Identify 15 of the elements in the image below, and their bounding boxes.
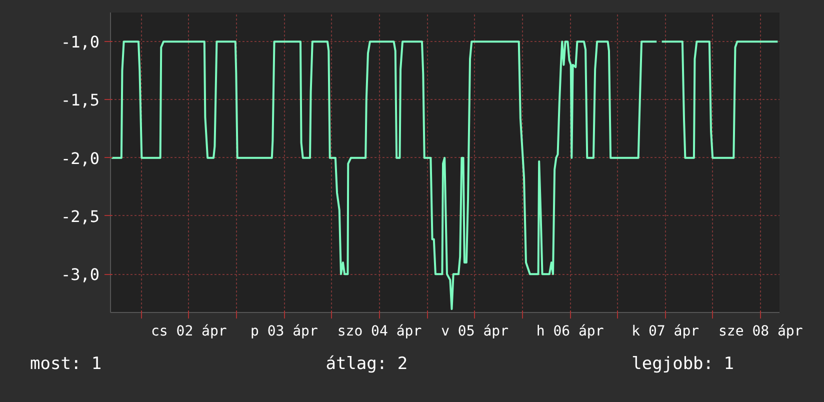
y-tick-label: -1,5 — [60, 90, 100, 110]
x-tick-label: k 07 ápr — [632, 324, 700, 340]
x-tick-label: cs 02 ápr — [150, 324, 227, 340]
y-tick-label: -1,0 — [60, 32, 100, 52]
y-tick-label: -2,5 — [60, 206, 100, 226]
y-tick-label: -3,0 — [60, 265, 100, 284]
text: legjobb: 1 — [632, 353, 734, 376]
x-tick-label: v 05 ápr — [441, 324, 508, 340]
text: most: 1 — [30, 353, 102, 376]
x-tick-label: sze 08 ápr — [718, 324, 803, 340]
x-tick-label: h 06 ápr — [536, 324, 604, 340]
x-tick-label: szo 04 ápr — [337, 324, 422, 340]
text: átlag: 2 — [326, 353, 408, 376]
y-tick-label: -2,0 — [60, 148, 100, 168]
x-tick-label: p 03 ápr — [250, 324, 318, 340]
